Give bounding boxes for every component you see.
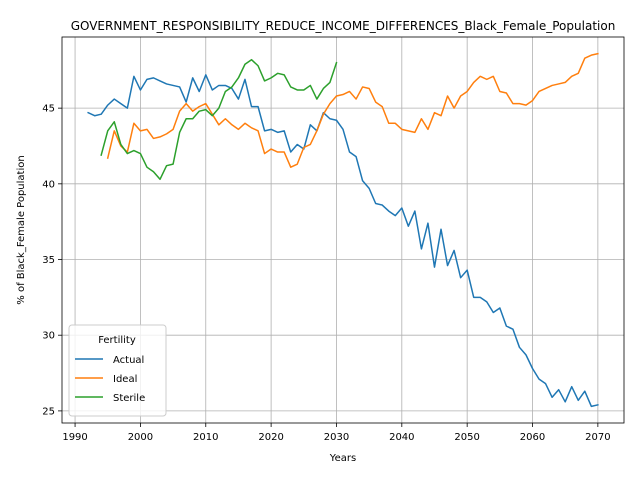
chart-title: GOVERNMENT_RESPONSIBILITY_REDUCE_INCOME_…	[71, 19, 616, 33]
series-lines	[87, 52, 599, 408]
y-tick-label: 35	[42, 255, 55, 266]
y-tick-label: 30	[42, 331, 55, 342]
series-line-ideal	[106, 52, 599, 168]
series-line-actual	[87, 74, 599, 408]
x-axis-label: Years	[329, 453, 356, 464]
legend-label-actual: Actual	[113, 355, 144, 366]
x-tick-label: 2050	[454, 432, 479, 443]
x-tick-label: 2010	[193, 432, 218, 443]
x-tick-label: 2070	[585, 432, 610, 443]
y-axis-label: % of Black_Female Population	[16, 155, 27, 304]
y-tick-label: 45	[42, 104, 55, 115]
y-tick-label: 40	[42, 179, 55, 190]
x-tick-label: 2040	[389, 432, 414, 443]
legend-title: Fertility	[98, 335, 136, 346]
plot-frame	[61, 36, 625, 424]
x-tick-label: 2060	[520, 432, 545, 443]
legend-label-sterile: Sterile	[113, 393, 145, 404]
legend-entries: Actual Ideal Sterile	[75, 355, 145, 404]
x-tick-label: 2030	[324, 432, 349, 443]
x-tick-label: 2020	[258, 432, 283, 443]
legend: Fertility Actual Ideal Sterile	[68, 324, 167, 417]
x-tick-label: 1990	[62, 432, 87, 443]
y-axis-ticks: 25 30 35 40 45	[42, 104, 62, 417]
x-tick-label: 2000	[128, 432, 153, 443]
series-line-sterile	[100, 58, 338, 181]
x-axis-ticks: 1990 2000 2010 2020 2030 2040 2050 2060 2070	[62, 423, 611, 443]
legend-box	[68, 324, 167, 417]
legend-label-ideal: Ideal	[113, 374, 137, 385]
y-tick-label: 25	[42, 406, 55, 417]
